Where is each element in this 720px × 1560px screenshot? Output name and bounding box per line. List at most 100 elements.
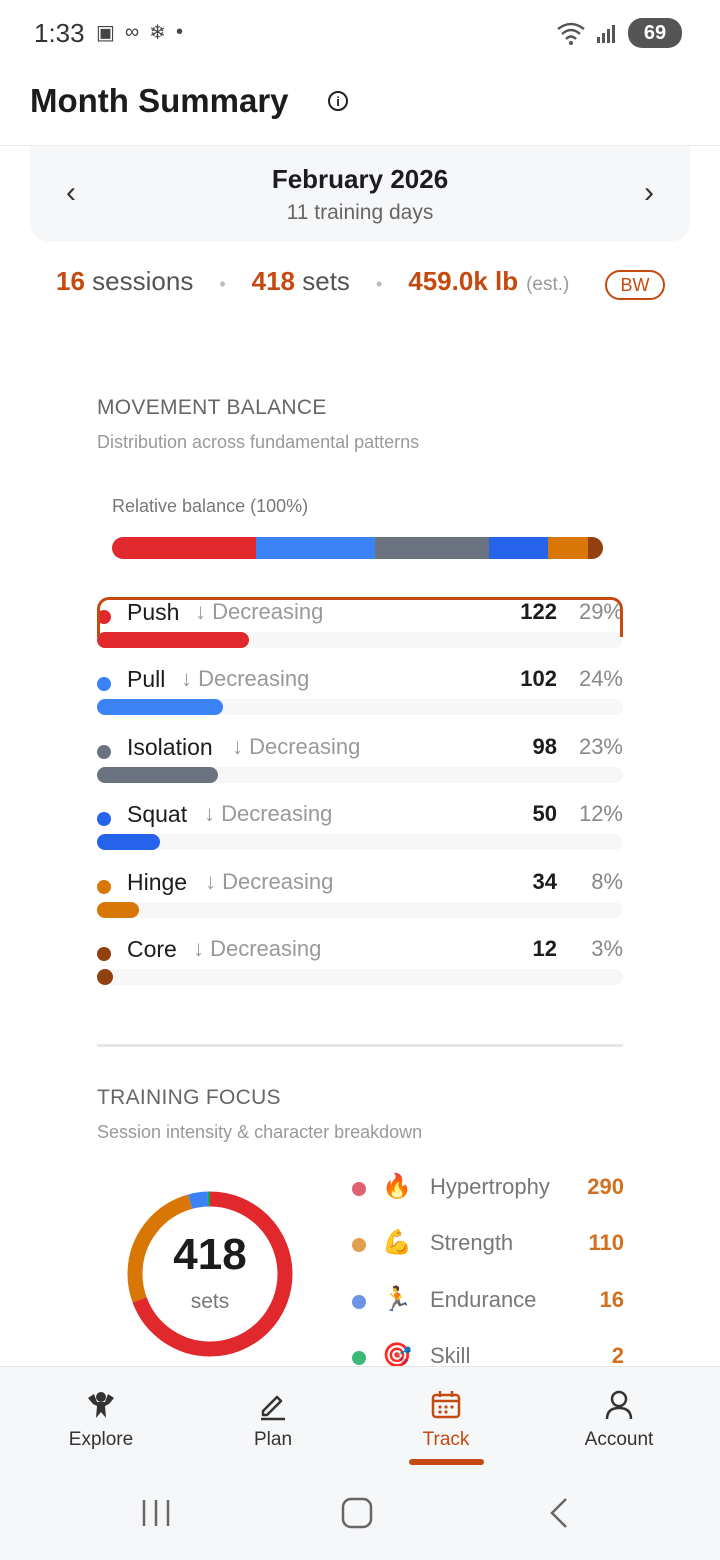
movement-count: 98 <box>532 733 557 759</box>
movement-dot <box>97 879 111 894</box>
status-time: 1:33 <box>34 18 85 48</box>
movement-trend: ↓ Decreasing <box>181 666 310 692</box>
movement-bar-fill <box>97 834 160 851</box>
focus-dot <box>352 1182 366 1196</box>
movement-name: Pull <box>127 666 166 693</box>
voicemail-icon: ∞ <box>124 21 140 43</box>
volume-value: 459.0k lb <box>408 266 519 296</box>
donut-total-label: sets <box>190 1290 230 1313</box>
donut-total: 418 <box>173 1230 247 1279</box>
focus-value: 110 <box>588 1230 625 1256</box>
movement-row-isolation[interactable]: Isolation ↓ Decreasing 98 23% <box>97 732 623 794</box>
movement-count: 12 <box>532 936 557 961</box>
explore-icon <box>88 1392 114 1418</box>
status-right: 69 <box>556 18 682 48</box>
movement-trend: ↓ Decreasing <box>232 733 361 759</box>
dot-icon: • <box>175 21 183 43</box>
movement-dot <box>97 610 111 624</box>
snowflake-icon: ❄ <box>149 22 166 44</box>
movement-count: 50 <box>532 801 557 827</box>
relative-balance-label: Relative balance (100%) <box>112 496 309 516</box>
focus-row-hypertrophy[interactable]: 🔥 Hypertrophy 290 <box>352 1170 624 1210</box>
movement-count: 102 <box>520 666 557 692</box>
movement-percent: 12% <box>578 801 623 827</box>
nav-track-label: Track <box>422 1429 470 1450</box>
pencil-icon <box>261 1395 285 1421</box>
balance-segment-push <box>112 537 256 559</box>
focus-value: 16 <box>599 1286 624 1312</box>
nav-track[interactable]: Track <box>381 1385 511 1451</box>
focus-label: Endurance <box>430 1286 537 1312</box>
nav-explore-label: Explore <box>68 1429 134 1450</box>
focus-label: Strength <box>430 1230 514 1256</box>
active-tab-indicator <box>409 1459 484 1465</box>
status-icons: ▣ ∞ ❄ • <box>96 20 183 45</box>
movement-name: Squat <box>127 801 188 828</box>
movement-name: Core <box>127 936 177 962</box>
training-focus-donut <box>127 1191 293 1357</box>
summary-stats: 16 sessions • 418 sets • 459.0k lb (est.… <box>56 266 569 297</box>
movement-row-core[interactable]: Core ↓ Decreasing 12 3% <box>97 934 623 996</box>
sets-label: sets <box>302 266 350 296</box>
next-month-chevron-icon[interactable]: › <box>644 176 654 209</box>
focus-dot <box>352 1350 366 1365</box>
movement-row-pull[interactable]: Pull ↓ Decreasing 102 24% <box>97 664 623 726</box>
system-navigation-bar <box>0 1474 720 1560</box>
movement-dot <box>97 744 111 759</box>
sessions-value: 16 <box>56 266 85 296</box>
focus-row-endurance[interactable]: 🏃 Endurance 16 <box>352 1283 624 1323</box>
movement-count: 122 <box>520 599 557 624</box>
recent-apps-icon[interactable] <box>140 1496 172 1530</box>
movement-bar-track <box>97 699 623 716</box>
back-icon[interactable] <box>546 1496 572 1530</box>
battery-indicator: 69 <box>628 18 682 48</box>
movement-percent: 23% <box>578 733 623 759</box>
selected-row-highlight <box>97 597 623 637</box>
focus-label: Hypertrophy <box>430 1174 550 1199</box>
focus-row-strength[interactable]: 💪 Strength 110 <box>352 1226 624 1266</box>
separator-dot: • <box>219 274 226 294</box>
training-focus-subtitle: Session intensity & character breakdown <box>97 1122 423 1142</box>
signal-icon <box>597 25 615 43</box>
focus-dot <box>352 1238 366 1253</box>
month-title: February 2026 <box>271 164 449 194</box>
movement-row-hinge[interactable]: Hinge ↓ Decreasing 34 8% <box>97 867 623 929</box>
focus-emoji-icon: 🔥 <box>382 1173 412 1200</box>
balance-segment-squat <box>488 537 549 559</box>
donut-segment-skill <box>127 1191 293 1357</box>
movement-trend: ↓ Decreasing <box>205 868 334 894</box>
training-focus-title: TRAINING FOCUS <box>97 1086 281 1109</box>
nav-plan[interactable]: Plan <box>208 1385 338 1451</box>
movement-balance-subtitle: Distribution across fundamental patterns <box>97 432 420 452</box>
focus-value: 2 <box>611 1342 624 1368</box>
bw-toggle-button[interactable]: BW <box>605 270 665 300</box>
movement-row-squat[interactable]: Squat ↓ Decreasing 50 12% <box>97 799 623 861</box>
movement-name: Hinge <box>127 868 188 895</box>
separator-dot: • <box>375 274 383 294</box>
nav-account[interactable]: Account <box>554 1385 684 1451</box>
nav-explore[interactable]: Explore <box>36 1385 166 1451</box>
movement-bar-track <box>97 901 623 918</box>
balance-segment-isolation <box>374 537 489 559</box>
home-icon[interactable] <box>340 1496 374 1530</box>
info-icon[interactable]: i <box>328 91 348 111</box>
nav-plan-label: Plan <box>253 1429 293 1450</box>
movement-trend: ↓ Decreasing <box>204 801 333 827</box>
balance-segment-pull <box>255 537 375 559</box>
status-bar: 1:33 ▣ ∞ ❄ • 69 <box>0 0 720 66</box>
page-title: Month Summary <box>30 82 289 119</box>
balance-segment-hinge <box>548 537 589 559</box>
screenshot-icon: ▣ <box>96 22 115 44</box>
movement-percent: 24% <box>578 666 623 692</box>
donut-segment-strength <box>127 1191 293 1357</box>
month-selector: ‹ February 2026 11 training days › <box>30 146 690 242</box>
focus-value: 290 <box>587 1174 624 1199</box>
previous-month-chevron-icon[interactable]: ‹ <box>66 176 76 209</box>
movement-row-push[interactable]: Push ↓ Decreasing 122 29% <box>97 597 623 659</box>
relative-balance-bar <box>112 537 603 559</box>
movement-dot <box>97 677 111 692</box>
movement-dot <box>97 947 111 961</box>
movement-bar-fill <box>97 632 249 648</box>
focus-row-skill[interactable]: 🎯 Skill 2 <box>352 1339 624 1379</box>
movement-dot <box>97 812 111 827</box>
